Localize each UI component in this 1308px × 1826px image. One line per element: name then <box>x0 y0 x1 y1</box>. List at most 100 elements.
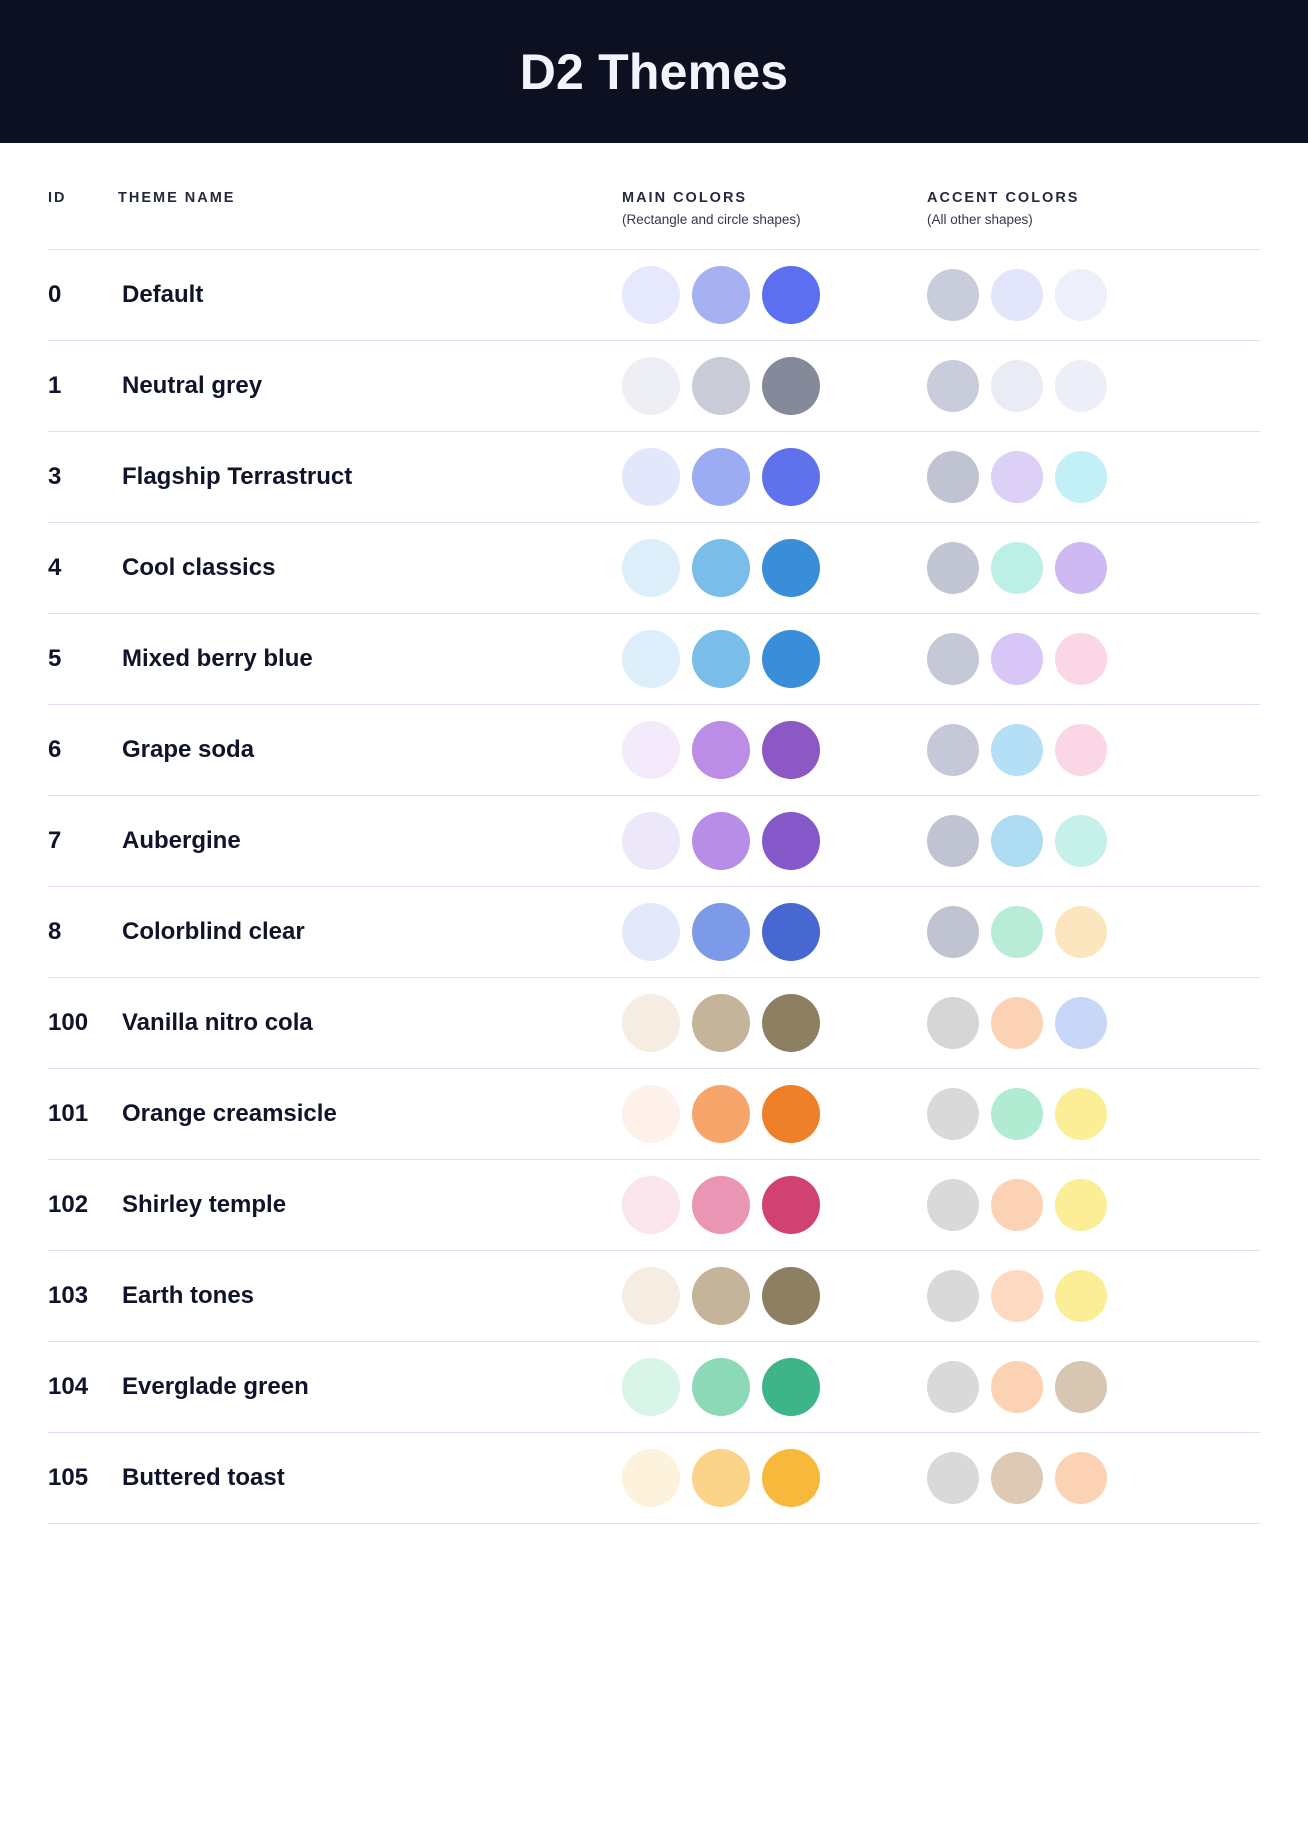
accent-color-swatch[interactable] <box>927 360 979 412</box>
accent-color-swatch[interactable] <box>991 906 1043 958</box>
accent-color-swatch[interactable] <box>927 815 979 867</box>
main-color-swatch[interactable] <box>692 357 750 415</box>
main-color-swatch[interactable] <box>692 630 750 688</box>
main-color-swatch[interactable] <box>762 812 820 870</box>
main-color-swatch[interactable] <box>692 1358 750 1416</box>
main-color-swatch[interactable] <box>762 994 820 1052</box>
main-color-swatch[interactable] <box>762 1267 820 1325</box>
main-color-swatch[interactable] <box>762 539 820 597</box>
table-row[interactable]: 102 Shirley temple <box>48 1159 1260 1251</box>
main-color-swatch[interactable] <box>622 630 680 688</box>
accent-color-swatch[interactable] <box>927 1179 979 1231</box>
main-color-swatch[interactable] <box>692 1176 750 1234</box>
main-color-swatch[interactable] <box>692 1085 750 1143</box>
accent-color-swatch[interactable] <box>927 451 979 503</box>
accent-color-swatch[interactable] <box>991 1179 1043 1231</box>
accent-color-swatch[interactable] <box>927 906 979 958</box>
accent-color-swatch[interactable] <box>927 1270 979 1322</box>
accent-color-swatch[interactable] <box>927 1088 979 1140</box>
accent-color-swatch[interactable] <box>1055 451 1107 503</box>
main-color-swatch[interactable] <box>692 903 750 961</box>
accent-color-swatch[interactable] <box>991 269 1043 321</box>
accent-color-swatch[interactable] <box>1055 724 1107 776</box>
accent-color-swatch[interactable] <box>927 1452 979 1504</box>
table-row[interactable]: 103 Earth tones <box>48 1250 1260 1342</box>
main-color-swatch[interactable] <box>762 903 820 961</box>
main-color-swatch[interactable] <box>692 1449 750 1507</box>
accent-color-swatch[interactable] <box>927 1361 979 1413</box>
main-color-swatch[interactable] <box>762 357 820 415</box>
main-color-swatch[interactable] <box>622 1085 680 1143</box>
table-row[interactable]: 104 Everglade green <box>48 1341 1260 1433</box>
accent-color-swatch[interactable] <box>1055 269 1107 321</box>
main-color-swatch[interactable] <box>762 1085 820 1143</box>
accent-color-swatch[interactable] <box>1055 633 1107 685</box>
accent-color-swatch[interactable] <box>1055 1270 1107 1322</box>
accent-color-swatch[interactable] <box>1055 1452 1107 1504</box>
main-color-swatch[interactable] <box>622 994 680 1052</box>
accent-color-swatch[interactable] <box>1055 1361 1107 1413</box>
main-color-swatch[interactable] <box>692 1267 750 1325</box>
accent-color-swatch[interactable] <box>1055 815 1107 867</box>
accent-color-swatch[interactable] <box>1055 360 1107 412</box>
table-row[interactable]: 7 Aubergine <box>48 795 1260 887</box>
accent-color-swatch[interactable] <box>991 360 1043 412</box>
theme-name: Cool classics <box>118 522 608 614</box>
main-color-swatch[interactable] <box>762 266 820 324</box>
main-color-swatch[interactable] <box>762 448 820 506</box>
accent-color-swatch[interactable] <box>991 815 1043 867</box>
table-row[interactable]: 100 Vanilla nitro cola <box>48 977 1260 1069</box>
accent-color-swatch[interactable] <box>927 997 979 1049</box>
accent-color-swatch[interactable] <box>991 1361 1043 1413</box>
main-color-swatch[interactable] <box>622 266 680 324</box>
accent-color-swatch[interactable] <box>991 997 1043 1049</box>
table-row[interactable]: 8 Colorblind clear <box>48 886 1260 978</box>
table-row[interactable]: 101 Orange creamsicle <box>48 1068 1260 1160</box>
main-color-swatch[interactable] <box>692 539 750 597</box>
table-row[interactable]: 1 Neutral grey <box>48 340 1260 432</box>
accent-color-swatch[interactable] <box>991 724 1043 776</box>
table-row[interactable]: 5 Mixed berry blue <box>48 613 1260 705</box>
main-color-swatch[interactable] <box>692 266 750 324</box>
table-row[interactable]: 105 Buttered toast <box>48 1432 1260 1524</box>
main-color-swatch[interactable] <box>622 1449 680 1507</box>
main-color-swatch[interactable] <box>622 448 680 506</box>
main-color-swatch[interactable] <box>762 1358 820 1416</box>
main-color-swatch[interactable] <box>762 1176 820 1234</box>
theme-id: 100 <box>48 977 118 1069</box>
accent-color-swatch[interactable] <box>991 633 1043 685</box>
accent-color-swatch[interactable] <box>1055 997 1107 1049</box>
accent-color-swatch[interactable] <box>927 633 979 685</box>
main-color-swatch[interactable] <box>692 448 750 506</box>
main-color-swatch[interactable] <box>692 994 750 1052</box>
main-color-swatch[interactable] <box>622 1176 680 1234</box>
accent-color-swatch[interactable] <box>927 724 979 776</box>
main-color-swatch[interactable] <box>622 539 680 597</box>
table-row[interactable]: 0 Default <box>48 249 1260 341</box>
accent-color-swatch[interactable] <box>991 451 1043 503</box>
main-color-swatch[interactable] <box>692 721 750 779</box>
table-row[interactable]: 6 Grape soda <box>48 704 1260 796</box>
accent-color-swatch[interactable] <box>1055 542 1107 594</box>
accent-color-swatch[interactable] <box>927 542 979 594</box>
accent-color-swatch[interactable] <box>1055 1088 1107 1140</box>
main-color-swatch[interactable] <box>622 1267 680 1325</box>
accent-color-swatch[interactable] <box>991 1270 1043 1322</box>
accent-color-swatch[interactable] <box>991 542 1043 594</box>
main-color-swatch[interactable] <box>762 1449 820 1507</box>
main-color-swatch[interactable] <box>692 812 750 870</box>
table-row[interactable]: 4 Cool classics <box>48 522 1260 614</box>
table-row[interactable]: 3 Flagship Terrastruct <box>48 431 1260 523</box>
main-color-swatch[interactable] <box>622 903 680 961</box>
main-color-swatch[interactable] <box>622 357 680 415</box>
accent-color-swatch[interactable] <box>991 1088 1043 1140</box>
main-color-swatch[interactable] <box>622 721 680 779</box>
main-color-swatch[interactable] <box>622 812 680 870</box>
accent-color-swatch[interactable] <box>927 269 979 321</box>
main-color-swatch[interactable] <box>762 630 820 688</box>
main-color-swatch[interactable] <box>622 1358 680 1416</box>
main-color-swatch[interactable] <box>762 721 820 779</box>
accent-color-swatch[interactable] <box>1055 1179 1107 1231</box>
accent-color-swatch[interactable] <box>991 1452 1043 1504</box>
accent-color-swatch[interactable] <box>1055 906 1107 958</box>
